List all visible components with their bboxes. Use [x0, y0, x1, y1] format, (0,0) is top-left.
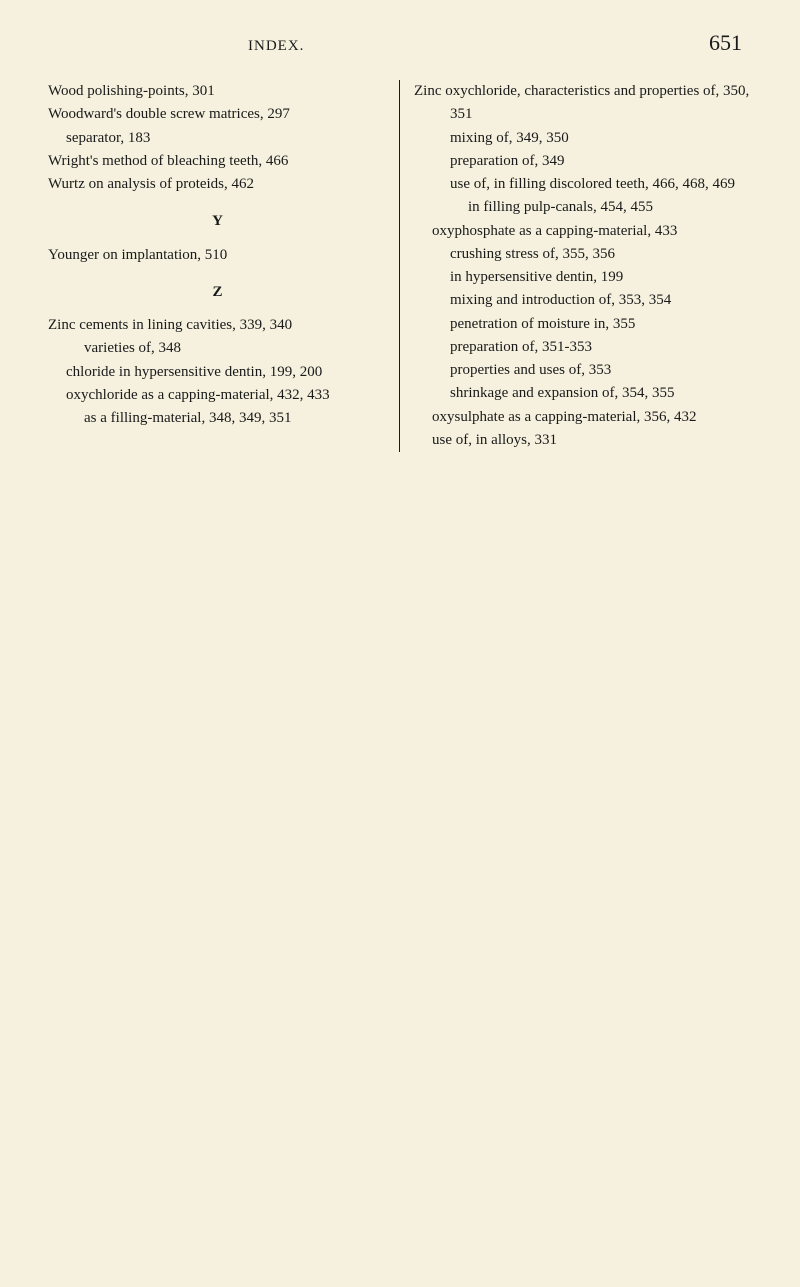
page-container: INDEX. 651 Wood polishing-points, 301 Wo…	[0, 0, 800, 492]
columns-wrapper: Wood polishing-points, 301 Woodward's do…	[48, 80, 752, 452]
left-column: Wood polishing-points, 301 Woodward's do…	[48, 80, 400, 452]
index-entry: use of, in filling discolored teeth, 466…	[414, 173, 752, 196]
index-entry: shrinkage and expansion of, 354, 355	[414, 382, 752, 405]
index-entry: penetration of moisture in, 355	[414, 313, 752, 336]
page-header: INDEX. 651	[48, 30, 752, 56]
section-letter-y: Y	[48, 210, 387, 233]
index-entry: oxysulphate as a capping-material, 356, …	[414, 406, 752, 429]
index-entry: mixing of, 349, 350	[414, 127, 752, 150]
index-entry: in hypersensitive dentin, 199	[414, 266, 752, 289]
index-entry: in filling pulp-canals, 454, 455	[414, 196, 752, 219]
index-entry: crushing stress of, 355, 356	[414, 243, 752, 266]
index-entry: chloride in hypersensitive dentin, 199, …	[48, 361, 387, 384]
index-entry: as a filling-material, 348, 349, 351	[48, 407, 387, 430]
index-entry: Woodward's double screw matrices, 297	[48, 103, 387, 126]
section-letter-z: Z	[48, 281, 387, 304]
index-entry: Zinc cements in lining cavities, 339, 34…	[48, 314, 387, 337]
index-entry: separator, 183	[48, 127, 387, 150]
index-entry: preparation of, 349	[414, 150, 752, 173]
index-entry: varieties of, 348	[48, 337, 387, 360]
index-entry: mixing and introduction of, 353, 354	[414, 289, 752, 312]
index-entry: use of, in alloys, 331	[414, 429, 752, 452]
index-entry: Zinc oxychloride, characteristics and pr…	[414, 80, 752, 127]
index-entry: Wurtz on analysis of proteids, 462	[48, 173, 387, 196]
page-number: 651	[709, 30, 742, 56]
header-title: INDEX.	[248, 38, 304, 55]
index-entry: oxyphosphate as a capping-material, 433	[414, 220, 752, 243]
right-column: Zinc oxychloride, characteristics and pr…	[400, 80, 752, 452]
index-entry: Wood polishing-points, 301	[48, 80, 387, 103]
index-entry: Younger on implantation, 510	[48, 244, 387, 267]
index-entry: oxychloride as a capping-material, 432, …	[48, 384, 387, 407]
index-entry: properties and uses of, 353	[414, 359, 752, 382]
index-entry: preparation of, 351-353	[414, 336, 752, 359]
index-entry: Wright's method of bleaching teeth, 466	[48, 150, 387, 173]
